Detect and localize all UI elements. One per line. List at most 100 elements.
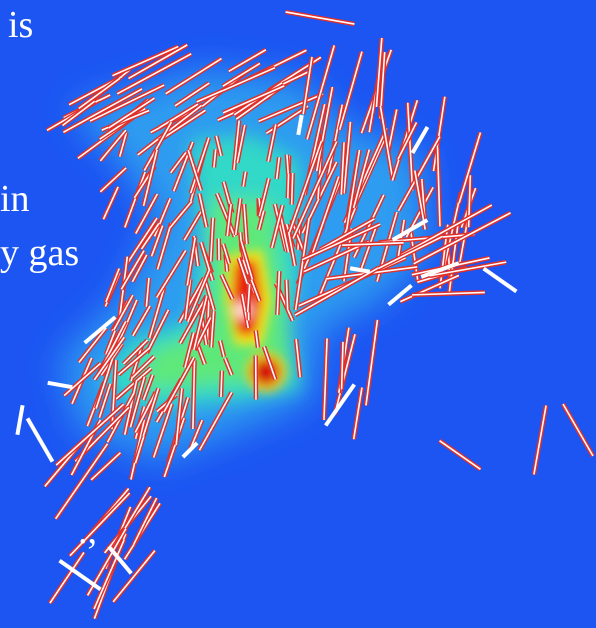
vector (192, 360, 196, 430)
vector (128, 44, 188, 80)
vector (279, 213, 290, 253)
vector (152, 403, 173, 458)
vector (413, 212, 511, 265)
vector (240, 240, 254, 280)
vector (186, 237, 196, 286)
vector (420, 261, 460, 279)
vector (222, 66, 276, 92)
vector (193, 296, 208, 351)
vector (220, 274, 234, 300)
vector (352, 387, 363, 440)
polarization-vectors (15, 9, 595, 620)
vector (210, 311, 215, 348)
vector (187, 269, 210, 323)
vector (123, 380, 138, 435)
vector (63, 362, 102, 397)
vector (142, 374, 154, 401)
vector (533, 405, 547, 475)
vector (258, 178, 270, 217)
vector (338, 51, 363, 130)
vector (319, 218, 375, 251)
vector (118, 348, 150, 376)
vector (78, 77, 121, 110)
vector (78, 327, 107, 363)
vector (200, 242, 214, 281)
vector (429, 261, 507, 277)
vector (198, 391, 233, 451)
vector (286, 154, 290, 174)
vector (315, 86, 334, 172)
vector (25, 417, 55, 463)
vector (98, 383, 112, 418)
vector (174, 82, 210, 107)
vector (410, 126, 430, 154)
vector (323, 338, 328, 421)
vector (213, 149, 217, 168)
vector (62, 88, 143, 133)
vector (352, 149, 371, 209)
vector (271, 204, 284, 249)
slide-text: is (8, 4, 34, 46)
vector (148, 287, 165, 339)
vector (236, 124, 246, 163)
vector (178, 277, 205, 323)
vector (349, 266, 371, 274)
vector (387, 283, 413, 307)
vector (401, 204, 493, 256)
vector (243, 204, 248, 245)
vector (254, 330, 259, 348)
slide-text: ., (78, 510, 97, 552)
slide-text: in (0, 178, 30, 220)
vector (184, 332, 195, 368)
vector (113, 294, 134, 331)
vector (49, 552, 85, 604)
vector (222, 85, 285, 114)
vector (175, 388, 183, 446)
vector (165, 57, 222, 95)
vector (129, 376, 146, 428)
vector (406, 102, 414, 191)
vector (116, 53, 192, 95)
vector (146, 309, 170, 354)
vector (120, 250, 145, 290)
vector (158, 109, 206, 142)
vector (376, 235, 443, 271)
vector (83, 315, 117, 345)
vector (220, 370, 223, 398)
vector (93, 539, 125, 610)
vector (143, 121, 173, 171)
vector (436, 147, 441, 227)
vector (69, 492, 131, 557)
vector (135, 193, 159, 234)
vector (365, 319, 379, 406)
vector (105, 330, 116, 355)
vector (115, 367, 152, 400)
vector (310, 176, 340, 258)
vector (399, 274, 460, 303)
vector (288, 140, 323, 233)
vector (294, 267, 379, 316)
vector (391, 100, 419, 181)
vector (131, 254, 148, 283)
vector (140, 223, 160, 250)
vector (183, 211, 202, 241)
vector (132, 305, 151, 337)
vector (295, 339, 301, 378)
vector (105, 268, 120, 303)
vector (241, 293, 250, 329)
vector (397, 136, 441, 212)
vector (198, 193, 208, 228)
vector (432, 96, 446, 172)
vector (54, 443, 109, 520)
vector (122, 339, 149, 365)
vector (219, 340, 225, 358)
vector (181, 441, 199, 459)
vector (99, 129, 127, 162)
vector (222, 243, 230, 264)
slide-text: y gas (0, 232, 80, 274)
vector (246, 284, 251, 313)
vector (285, 279, 289, 310)
vector (439, 440, 481, 470)
vector (343, 121, 352, 194)
